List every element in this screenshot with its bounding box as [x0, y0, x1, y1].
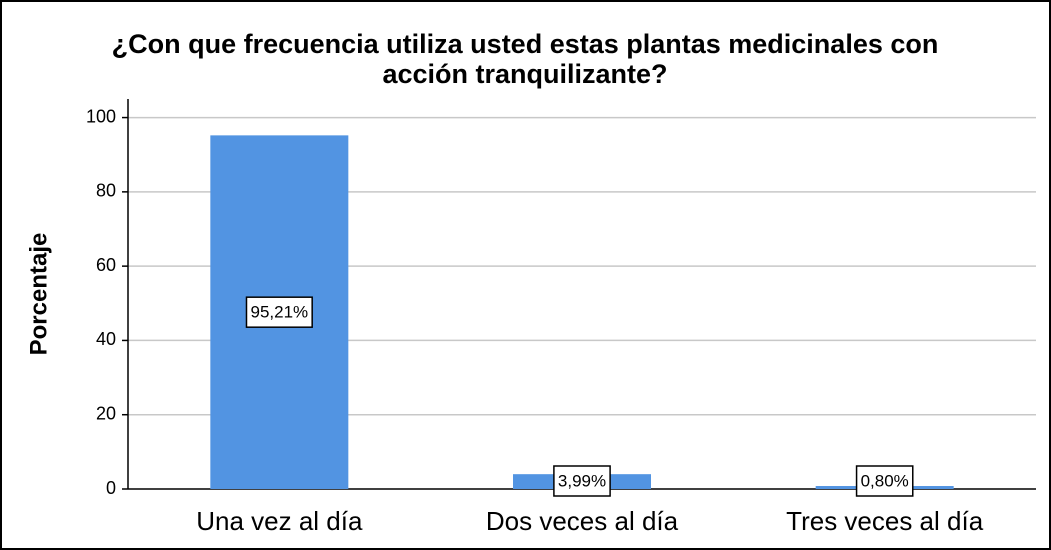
data-label: 3,99%: [558, 471, 606, 490]
data-label-box: [855, 465, 914, 497]
chart-title: ¿Con que frecuencia utiliza usted estas …: [112, 29, 939, 59]
y-tick-label: 0: [106, 478, 116, 498]
data-label: 0,80%: [861, 471, 909, 490]
x-tick-label: Dos veces al día: [486, 506, 679, 536]
x-tick-label: Tres veces al día: [786, 506, 984, 536]
x-tick-label: Una vez al día: [196, 506, 363, 536]
y-tick-label: 40: [96, 329, 116, 349]
y-axis-label: Porcentaje: [25, 233, 52, 356]
y-tick-label: 60: [96, 255, 116, 275]
y-tick-label: 100: [86, 106, 116, 126]
data-label-box: [553, 465, 611, 497]
data-label-box: [245, 296, 313, 328]
y-tick-label: 20: [96, 403, 116, 423]
chart-title: acción tranquilizante?: [382, 59, 667, 89]
data-label: 95,21%: [250, 303, 308, 322]
y-tick-label: 80: [96, 181, 116, 201]
